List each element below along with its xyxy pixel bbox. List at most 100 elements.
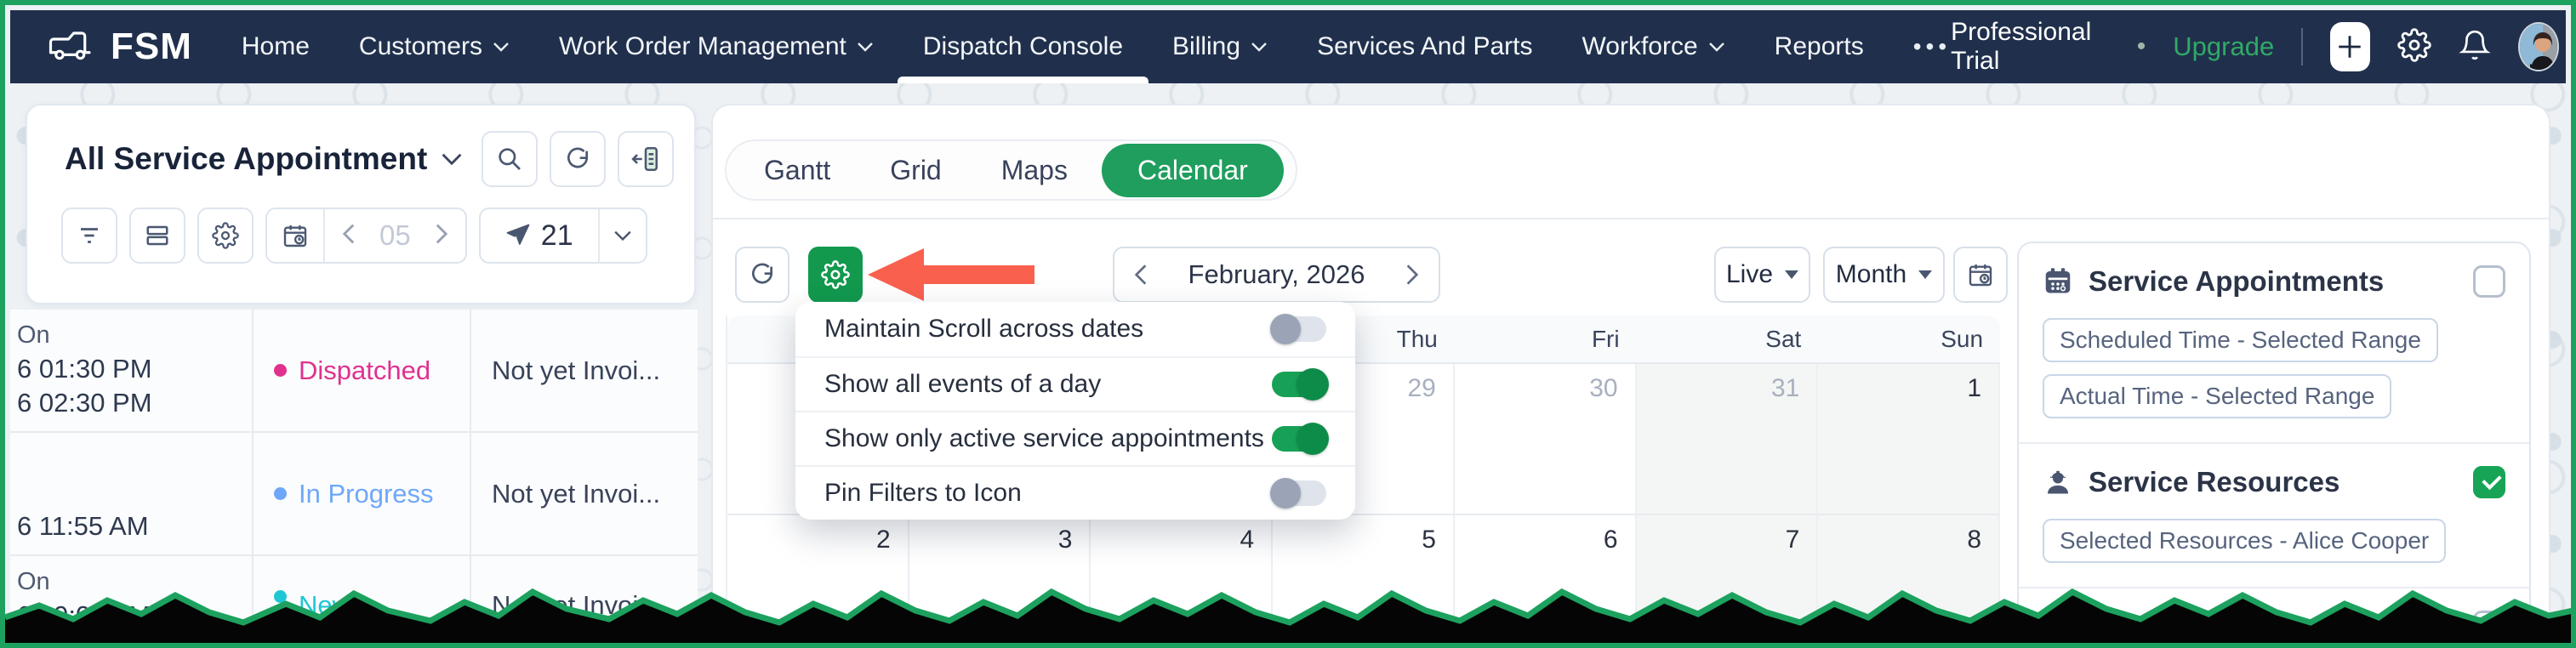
avatar[interactable]: [2517, 22, 2559, 71]
day-header: Fri: [1591, 325, 1620, 352]
list-item[interactable]: On 6 01:30 PM 6 02:30 PM Dispatched Not …: [10, 310, 698, 433]
next-month-button[interactable]: [1386, 263, 1439, 287]
nav-item-reports[interactable]: Reports: [1774, 32, 1864, 60]
nav-item-customers[interactable]: Customers: [359, 10, 510, 83]
upgrade-link[interactable]: Upgrade: [2173, 31, 2275, 61]
calendar-settings-button[interactable]: [808, 247, 863, 303]
day-stepper-value: 05: [379, 219, 411, 251]
toggle-show-active-only[interactable]: [1272, 423, 1329, 455]
chevron-left-icon: [1134, 264, 1147, 285]
status-dot: [274, 590, 287, 603]
list-item[interactable]: 6 11:55 AM In Progress Not yet Invoi...: [10, 433, 698, 556]
next-day-button[interactable]: [423, 223, 460, 249]
count-value: 21: [540, 219, 573, 252]
tab-gantt[interactable]: Gantt: [764, 154, 831, 185]
layout-rows-button[interactable]: [129, 207, 185, 264]
day-cell[interactable]: 5: [1273, 515, 1455, 643]
gear-icon: [2397, 27, 2431, 62]
toggle-maintain-scroll[interactable]: [1270, 314, 1326, 344]
list-settings-button[interactable]: [197, 207, 254, 264]
day-cell[interactable]: 6: [1455, 515, 1637, 643]
search-button[interactable]: [482, 131, 538, 187]
caret-down-icon: [1785, 270, 1799, 279]
date-range-button[interactable]: [1953, 247, 2008, 303]
toggle-pin-filters[interactable]: [1270, 478, 1326, 509]
rows-icon: [146, 225, 168, 246]
status-dot: [274, 487, 287, 500]
nav-right: Professional Trial • Upgrade: [1951, 18, 2559, 76]
prev-month-button[interactable]: [1114, 263, 1167, 287]
service-resources-checkbox[interactable]: [2473, 466, 2505, 498]
day-header: Sun: [1941, 325, 1984, 352]
chevron-down-icon: [614, 230, 631, 242]
day-cell[interactable]: 1: [1818, 364, 2001, 515]
status-cell: In Progress: [252, 433, 471, 554]
chevron-right-icon: [1406, 264, 1419, 285]
search-icon: [499, 148, 521, 170]
menu-item-maintain-scroll[interactable]: Maintain Scroll across dates: [795, 302, 1355, 356]
annotation-arrow-icon: [868, 248, 1034, 301]
count-dropdown-button[interactable]: [597, 209, 646, 262]
nav-item-workforce[interactable]: Workforce: [1582, 10, 1725, 83]
refresh-button[interactable]: [550, 131, 606, 187]
notifications-button[interactable]: [2459, 29, 2491, 65]
worker-icon: [2048, 470, 2068, 494]
toggle-show-all-events[interactable]: [1272, 368, 1329, 401]
nav-item-services-and-parts[interactable]: Services And Parts: [1317, 32, 1533, 60]
calendar-jump-button[interactable]: [267, 209, 323, 262]
tab-calendar[interactable]: Calendar: [1101, 143, 1284, 197]
menu-item-show-all-events[interactable]: Show all events of a day: [795, 356, 1355, 411]
nav-item-billing[interactable]: Billing: [1172, 10, 1268, 83]
day-cell[interactable]: 2: [727, 515, 909, 643]
nav-links: Home Customers Work Order Management Dis…: [242, 10, 1951, 83]
menu-item-pin-filters[interactable]: Pin Filters to Icon: [795, 465, 1355, 520]
prev-day-button[interactable]: [330, 223, 368, 249]
day-cell[interactable]: 4: [1091, 515, 1274, 643]
nav-item-home[interactable]: Home: [241, 32, 310, 60]
bell-icon: [2459, 30, 2491, 60]
calendar-settings-menu: Maintain Scroll across dates Show all ev…: [795, 302, 1355, 520]
appointment-list: On 6 01:30 PM 6 02:30 PM Dispatched Not …: [10, 310, 698, 643]
status-badge: In Progress: [299, 478, 434, 509]
live-dropdown[interactable]: Live: [1714, 247, 1810, 303]
nav-item-work-order-management[interactable]: Work Order Management: [559, 10, 874, 83]
day-cell[interactable]: 31: [1636, 364, 1819, 515]
range-dropdown[interactable]: Month: [1823, 247, 1945, 303]
calendar-refresh-button[interactable]: [735, 247, 789, 303]
filter-chip[interactable]: Selected Resources - Alice Cooper: [2043, 519, 2447, 563]
add-button[interactable]: [2329, 22, 2370, 71]
nav-divider: [2301, 28, 2303, 65]
chevron-down-icon[interactable]: [441, 152, 463, 166]
day-cell[interactable]: 3: [909, 515, 1091, 643]
more-menu-icon[interactable]: •••: [1912, 33, 1952, 60]
brand[interactable]: FSM: [48, 26, 192, 68]
nav-item-dispatch-console[interactable]: Dispatch Console: [897, 10, 1149, 83]
day-header: Thu: [1396, 325, 1438, 352]
month-label[interactable]: February, 2026: [1188, 259, 1365, 289]
month-navigation: February, 2026: [1113, 247, 1440, 303]
filter-chip[interactable]: Scheduled Time - Selected Range: [2043, 318, 2438, 362]
brand-text: FSM: [111, 26, 192, 67]
collapse-panel-button[interactable]: [618, 131, 674, 187]
status-badge: Dispatched: [299, 355, 431, 385]
appointment-times: On 6 01:30 PM 6 02:30 PM: [17, 321, 152, 418]
calendar-clock-icon: [1969, 264, 1992, 287]
filter-button[interactable]: [61, 207, 117, 264]
trial-label: Professional Trial: [1951, 18, 2092, 75]
settings-nav-button[interactable]: [2397, 27, 2431, 66]
calendar-clock-icon: [283, 225, 307, 247]
filter-chip[interactable]: Actual Time - Selected Range: [2043, 374, 2392, 418]
tab-maps[interactable]: Maps: [1000, 154, 1068, 185]
top-nav: FSM Home Customers Work Order Management…: [10, 10, 2566, 83]
status-cell: Dispatched: [252, 310, 471, 431]
tab-grid[interactable]: Grid: [890, 154, 942, 185]
day-header: Sat: [1765, 325, 1802, 352]
day-cell[interactable]: 29: [1273, 364, 1455, 515]
dispatch-count-button[interactable]: 21: [481, 209, 598, 262]
chevron-down-icon: [1708, 43, 1724, 52]
day-cell[interactable]: 30: [1454, 364, 1637, 515]
service-appointments-checkbox[interactable]: [2473, 265, 2505, 298]
view-selector[interactable]: All Service Appointment: [65, 141, 428, 176]
menu-item-show-active-only[interactable]: Show only active service appointments: [795, 411, 1355, 465]
